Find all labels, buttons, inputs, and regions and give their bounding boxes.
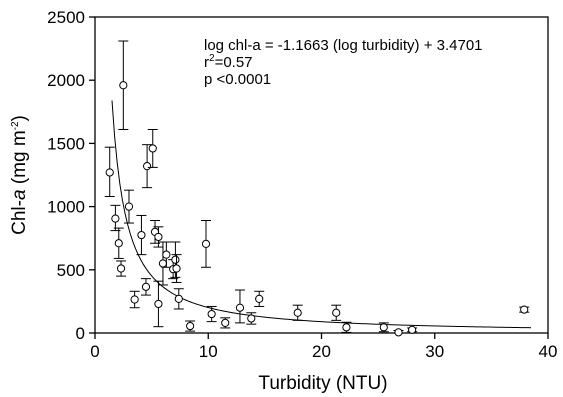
fit-curve-layer [111, 100, 532, 329]
y-tick-label: 2500 [47, 8, 85, 27]
x-tick-label: 30 [425, 342, 444, 361]
x-tick-label: 40 [539, 342, 558, 361]
data-point [171, 254, 182, 283]
axis-ticks: 0 10 20 30 40 0 500 1000 1500 2000 2500 [47, 8, 557, 361]
y-tick-label: 0 [76, 324, 85, 343]
point-marker [255, 294, 264, 303]
data-point [118, 40, 129, 130]
data-point [234, 289, 245, 324]
data-point [341, 321, 352, 333]
data-point [173, 288, 184, 310]
data-point [153, 226, 164, 248]
point-marker [124, 202, 134, 211]
point-marker [111, 214, 120, 223]
point-marker [137, 230, 146, 240]
point-marker [394, 328, 403, 337]
data-point [129, 290, 140, 309]
point-marker [332, 308, 341, 317]
point-marker [247, 314, 256, 323]
data-point [206, 305, 217, 323]
data-point [104, 146, 115, 197]
data-point [147, 128, 158, 168]
data-point [331, 304, 342, 321]
data-point [200, 220, 211, 268]
point-marker [379, 323, 388, 332]
data-point [407, 325, 418, 334]
data-point [393, 328, 404, 337]
y-tick-label: 1500 [47, 134, 85, 153]
y-tick-label: 500 [57, 261, 85, 280]
data-point [123, 189, 134, 224]
data-point [246, 312, 257, 325]
data-point [113, 227, 124, 259]
point-marker [293, 308, 302, 317]
plot-frame [94, 16, 549, 334]
data-point [378, 322, 389, 333]
data-point [142, 144, 153, 189]
point-marker [141, 282, 151, 291]
point-marker [142, 162, 152, 171]
point-marker [342, 323, 351, 332]
data-point [140, 278, 151, 296]
data-point [153, 280, 164, 328]
point-marker [119, 81, 128, 90]
y-tick-label: 1000 [47, 198, 85, 217]
data-point [116, 260, 127, 277]
data-point [220, 317, 231, 329]
point-marker [105, 168, 114, 177]
point-marker [154, 299, 163, 309]
point-marker [130, 295, 139, 304]
data-point [292, 304, 303, 321]
point-marker [158, 259, 168, 268]
point-marker [207, 309, 216, 319]
point-marker [116, 264, 126, 273]
point-marker [154, 232, 163, 242]
point-marker [114, 239, 123, 248]
point-marker [162, 250, 171, 259]
point-marker [201, 239, 211, 248]
point-marker [408, 325, 417, 334]
point-marker [171, 255, 180, 264]
data-point [519, 305, 530, 314]
point-marker [148, 144, 157, 153]
point-marker [235, 303, 245, 312]
annotation-r-squared: r2=0.57 [204, 53, 253, 71]
x-tick-label: 0 [90, 342, 99, 361]
data-point [185, 320, 196, 332]
point-marker [174, 294, 183, 303]
x-axis-label: Turbidity (NTU) [258, 373, 387, 394]
point-marker [172, 264, 181, 273]
plot-border [94, 16, 549, 334]
data-point [254, 290, 265, 307]
annotation-equation: log chl-a = -1.1663 (log turbidity) + 3.… [204, 37, 483, 54]
data-points-layer [104, 40, 530, 337]
data-point [110, 204, 121, 232]
point-marker [221, 318, 230, 327]
x-tick-label: 10 [199, 342, 218, 361]
x-tick-label: 20 [312, 342, 331, 361]
point-marker [186, 321, 195, 331]
annotation-p-value: p <0.0001 [204, 71, 271, 88]
y-tick-label: 2000 [47, 71, 85, 90]
data-point [136, 214, 147, 256]
fit-curve [111, 100, 532, 329]
y-axis-label: Chl-a (mg m-2) [9, 115, 30, 235]
point-marker [520, 305, 529, 314]
